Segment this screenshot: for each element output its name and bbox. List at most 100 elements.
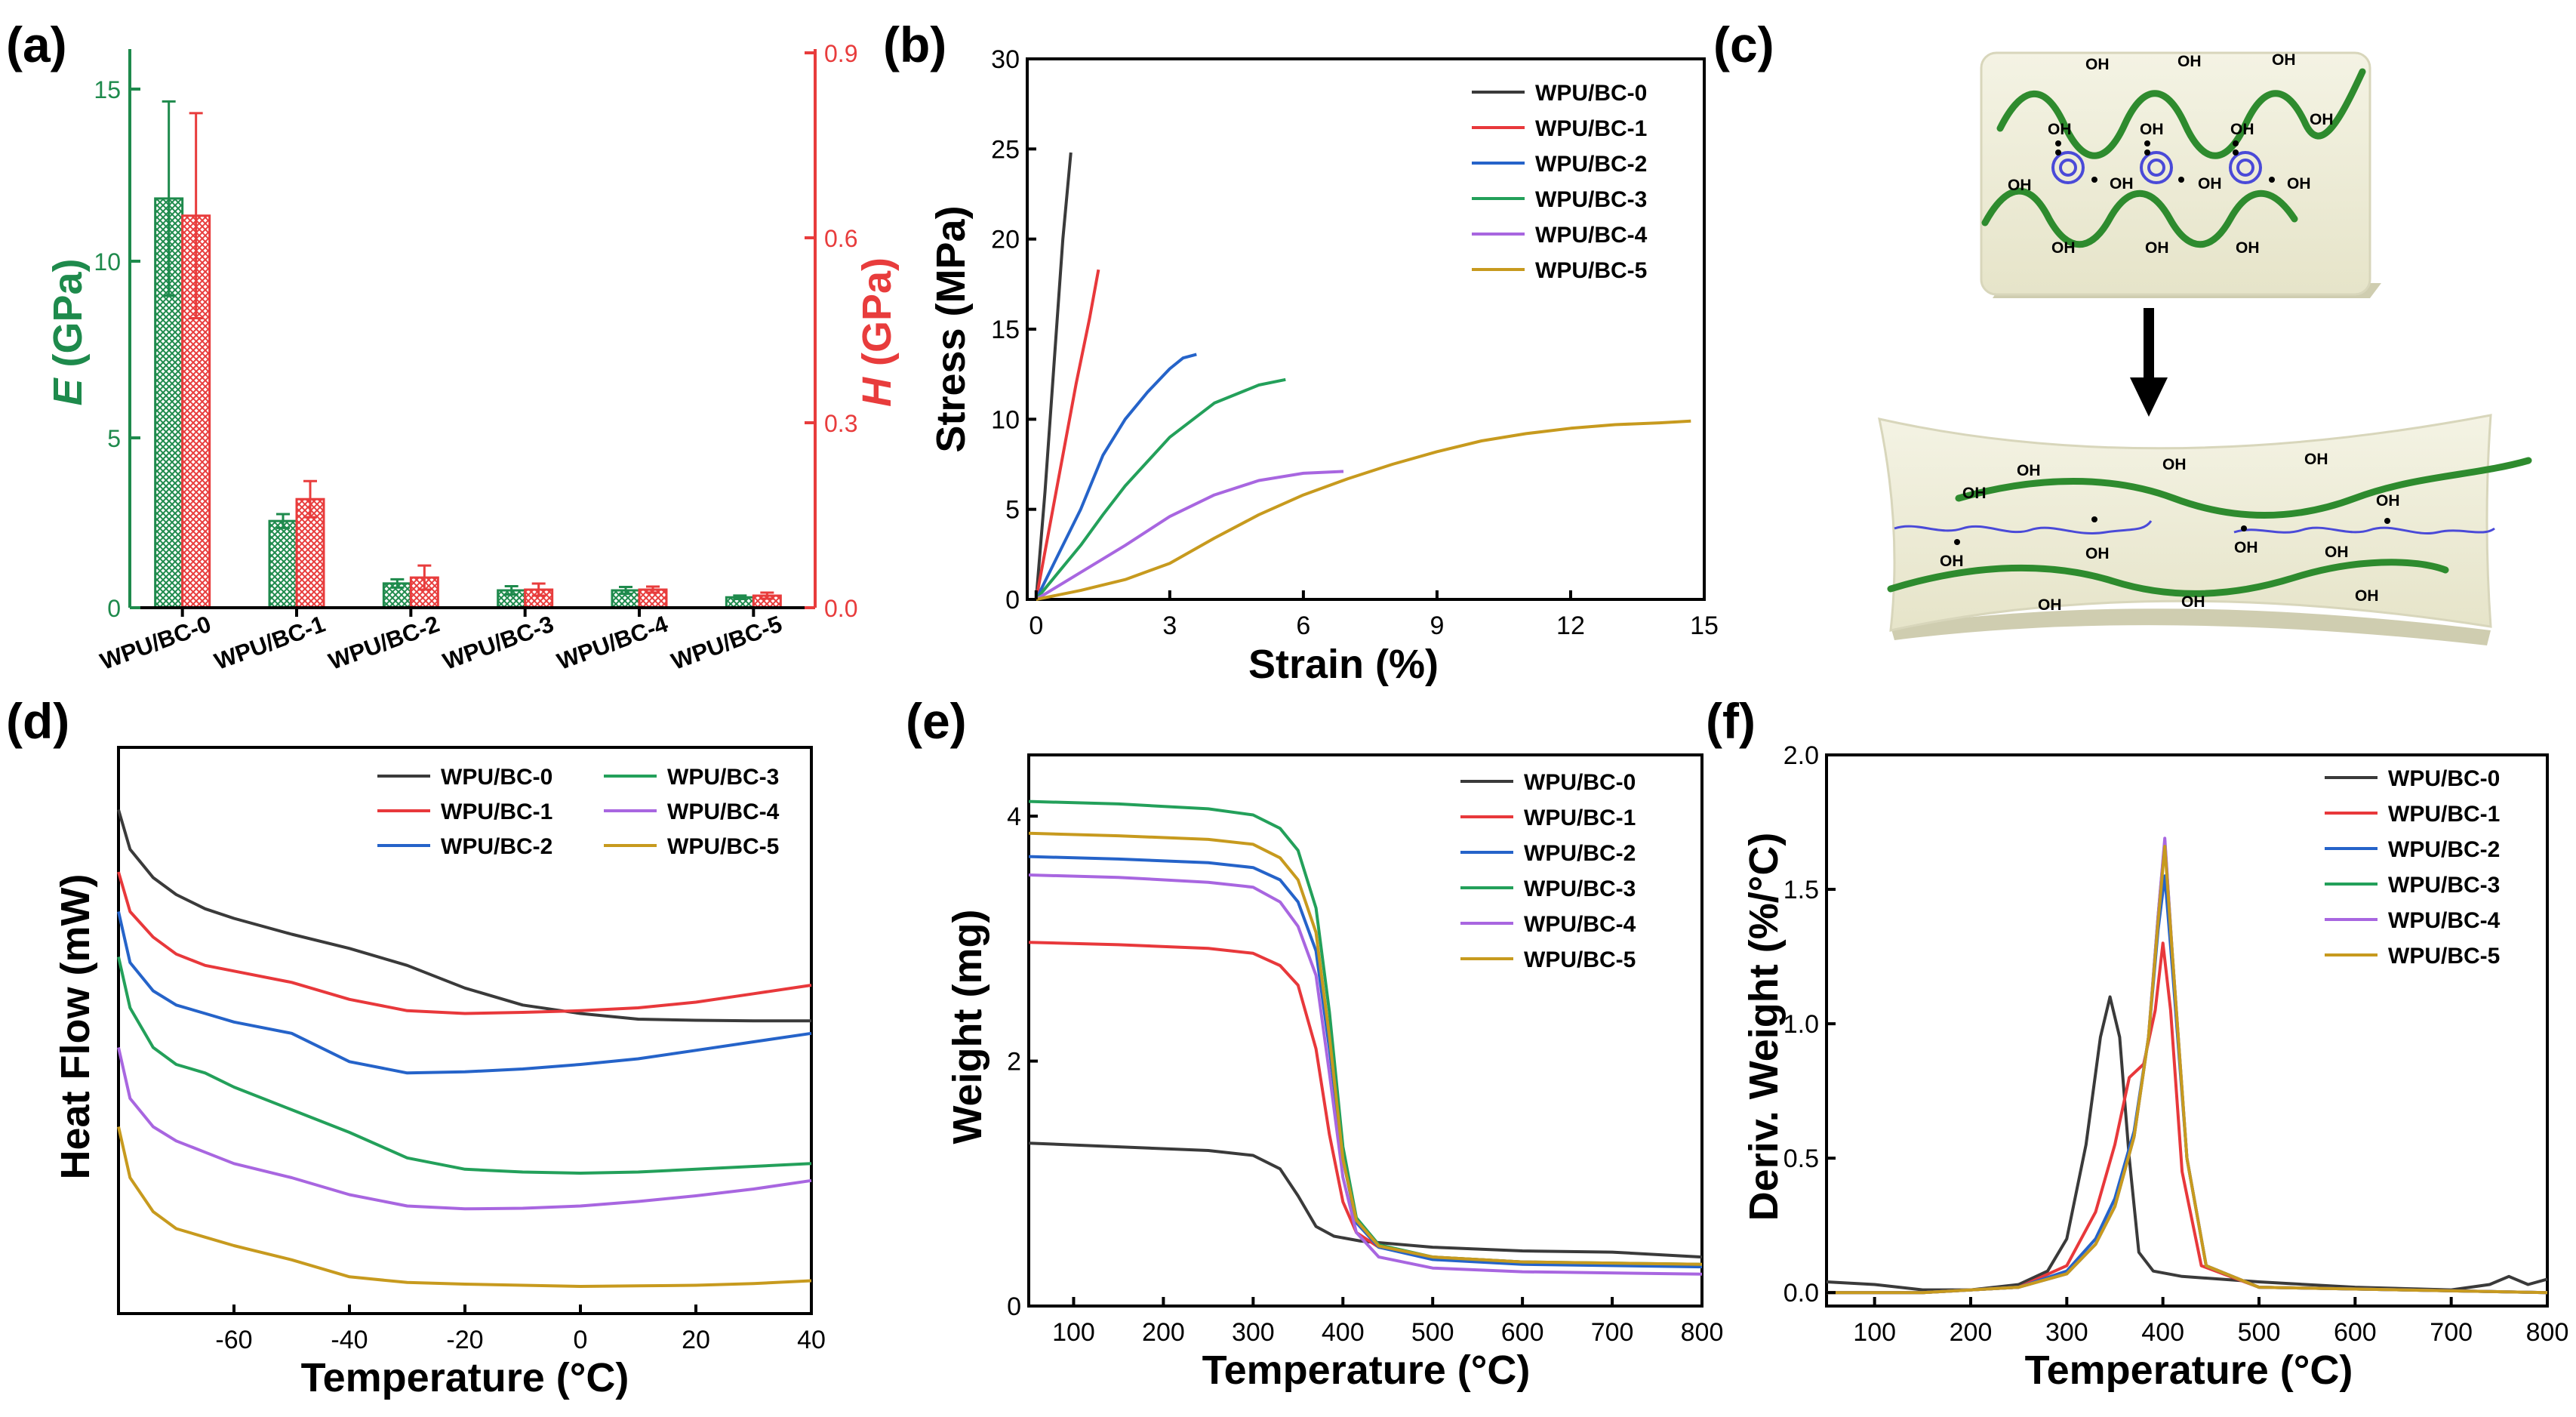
- y-tick-label: 0: [1007, 1292, 1021, 1321]
- cellulose-extended-2: [2233, 526, 2495, 534]
- cellulose-coils: [2051, 151, 2262, 184]
- y-tick-label: 1.5: [1784, 876, 1819, 904]
- legend-label: WPU/BC-4: [1524, 912, 1636, 937]
- panel-e-frame: [1027, 753, 1703, 1308]
- series-line-wpu-bc-3: [1028, 799, 1703, 1266]
- legend-item-wpu-bc-2: WPU/BC-2: [1460, 841, 1636, 866]
- panel-d-series-lines: [117, 809, 812, 1288]
- panel-a-left-tick-1: 5: [107, 425, 140, 452]
- panel-a-right-label-unit: (GPa): [854, 257, 900, 377]
- x-tick-label: 100: [1052, 1318, 1095, 1347]
- legend-label: WPU/BC-5: [1524, 947, 1636, 972]
- category-label-wpu-bc-4: WPU/BC-4: [553, 610, 672, 675]
- panel-a-left-tick-label-0: 0: [107, 595, 121, 622]
- errorbar-h-wpu-bc-2: [417, 564, 432, 591]
- x-tick-label: 200: [1950, 1318, 1993, 1347]
- legend-item-wpu-bc-3: WPU/BC-3: [604, 765, 779, 790]
- errorbar-e-wpu-bc-2: [390, 578, 405, 589]
- legend-label: WPU/BC-2: [2388, 837, 2500, 862]
- x-tick-label: 300: [2045, 1318, 2088, 1347]
- series-line-wpu-bc-0: [1034, 152, 1073, 600]
- hydroxyl-label: OH: [2181, 593, 2205, 611]
- legend-label: WPU/BC-4: [1535, 223, 1648, 248]
- errorbar-h-wpu-bc-1: [303, 479, 317, 519]
- panel-a-right-label: H (GPa): [854, 257, 900, 407]
- series-line-wpu-bc-4: [1827, 836, 2548, 1295]
- x-tick-label: -60: [215, 1326, 252, 1354]
- panel-d-x-ticks: -60 -40 -20 0 20 40: [215, 1305, 826, 1354]
- cellulose-extended-1: [1894, 520, 2153, 534]
- x-tick-label: 700: [1591, 1318, 1634, 1347]
- chain-top-1: [1996, 68, 2366, 159]
- y-tick-label: 0: [1005, 586, 1020, 615]
- legend-item-wpu-bc-0: WPU/BC-0: [2325, 766, 2500, 791]
- oh-labels-top: OH OH OH OH OH OH OH OH OH OH OH OH OH OH: [2008, 51, 2334, 257]
- panel-a-right-tick-label-0: 0.0: [824, 595, 857, 622]
- legend-item-wpu-bc-3: WPU/BC-3: [1472, 187, 1647, 212]
- series-line-wpu-bc-1: [117, 871, 812, 1015]
- x-tick-label: 700: [2430, 1318, 2473, 1347]
- panel-a-right-tick-label-3: 0.9: [824, 40, 857, 67]
- x-tick-label: 500: [2238, 1318, 2281, 1347]
- x-tick-label: 0: [1029, 611, 1043, 640]
- x-tick-label: 400: [1322, 1318, 1365, 1347]
- hydroxyl-label: OH: [2272, 51, 2296, 69]
- panel-a-bars: [154, 100, 782, 609]
- panel-e-series-lines: [1028, 799, 1703, 1276]
- legend-item-wpu-bc-3: WPU/BC-3: [2325, 873, 2500, 898]
- hydroxyl-label: OH: [2177, 53, 2202, 70]
- slab-stretched: [1878, 414, 2492, 632]
- x-tick-label: 800: [1681, 1318, 1724, 1347]
- legend-item-wpu-bc-5: WPU/BC-5: [604, 834, 779, 859]
- chain-bottom-1: [1955, 457, 2532, 519]
- hydroxyl-label: OH: [2310, 111, 2334, 128]
- legend-label: WPU/BC-4: [2388, 908, 2501, 933]
- hydroxyl-label: OH: [2110, 175, 2134, 193]
- slab-bottom-shadow: [1891, 608, 2491, 645]
- x-tick-label: 20: [682, 1326, 710, 1354]
- panel-b-x-ticks: 0 3 6 9 12 15: [1029, 590, 1719, 640]
- panel-a-left-label-var: E: [45, 377, 91, 406]
- category-label-wpu-bc-5: WPU/BC-5: [668, 611, 786, 675]
- legend-item-wpu-bc-0: WPU/BC-0: [377, 765, 552, 790]
- series-line-wpu-bc-1: [1028, 941, 1703, 1268]
- x-tick-label: 100: [1853, 1318, 1896, 1347]
- legend-item-wpu-bc-5: WPU/BC-5: [1472, 258, 1647, 283]
- panel-f-x-ticks: 100 200 300 400 500 600 700 800: [1853, 1297, 2568, 1347]
- x-tick-label: 500: [1411, 1318, 1454, 1347]
- errorbar-h-wpu-bc-4: [646, 585, 660, 594]
- y-tick-label: 5: [1005, 496, 1020, 525]
- hydrogen-bond-dots: [2055, 140, 2275, 183]
- panel-a-left-tick-label-2: 10: [94, 248, 121, 276]
- hydroxyl-label: OH: [2376, 492, 2400, 510]
- legend-item-wpu-bc-0: WPU/BC-0: [1460, 770, 1636, 795]
- legend-label: WPU/BC-2: [441, 834, 552, 859]
- y-tick-label: 0.5: [1784, 1144, 1819, 1173]
- panel-f-dtg-chart: 100 200 300 400 500 600 700 800 0.0 0.5 1.0 1.5 2.0…: [1741, 741, 2568, 1393]
- panel-a-letter: (a): [6, 17, 67, 72]
- legend-label: WPU/BC-5: [2388, 944, 2500, 969]
- legend-item-wpu-bc-2: WPU/BC-2: [377, 834, 552, 859]
- panel-a-left-label-unit: (GPa): [45, 258, 91, 378]
- category-label-wpu-bc-2: WPU/BC-2: [325, 611, 443, 675]
- panel-a-left-tick-label-3: 15: [94, 76, 121, 103]
- x-tick-label: 12: [1556, 611, 1585, 640]
- panel-a-left-tick-0: 0: [107, 595, 140, 622]
- panel-a-category-labels: WPU/BC-0WPU/BC-1WPU/BC-2WPU/BC-3WPU/BC-4…: [97, 608, 786, 675]
- x-tick-label: -40: [331, 1326, 368, 1354]
- panel-f-x-label: Temperature (°C): [2025, 1348, 2353, 1393]
- hydroxyl-label: OH: [2198, 175, 2222, 193]
- panel-f-series-lines: [1826, 836, 2548, 1295]
- panel-d-letter: (d): [6, 693, 69, 749]
- series-line-wpu-bc-1: [1827, 941, 2548, 1295]
- panel-d-x-label: Temperature (°C): [301, 1355, 629, 1400]
- panel-b-series-lines: [1034, 152, 1691, 601]
- y-tick-label: 25: [991, 135, 1020, 164]
- legend-item-wpu-bc-0: WPU/BC-0: [1472, 81, 1647, 106]
- panel-b-legend: WPU/BC-0 WPU/BC-1 WPU/BC-2 WPU/BC-3 WPU/BC-4…: [1472, 81, 1648, 283]
- hydroxyl-label: OH: [2145, 239, 2169, 257]
- x-tick-label: 40: [797, 1326, 826, 1354]
- x-tick-label: 300: [1232, 1318, 1275, 1347]
- panel-a-ticks: 0 5 10 15 0.0 0.3 0.6 0.9: [94, 40, 857, 622]
